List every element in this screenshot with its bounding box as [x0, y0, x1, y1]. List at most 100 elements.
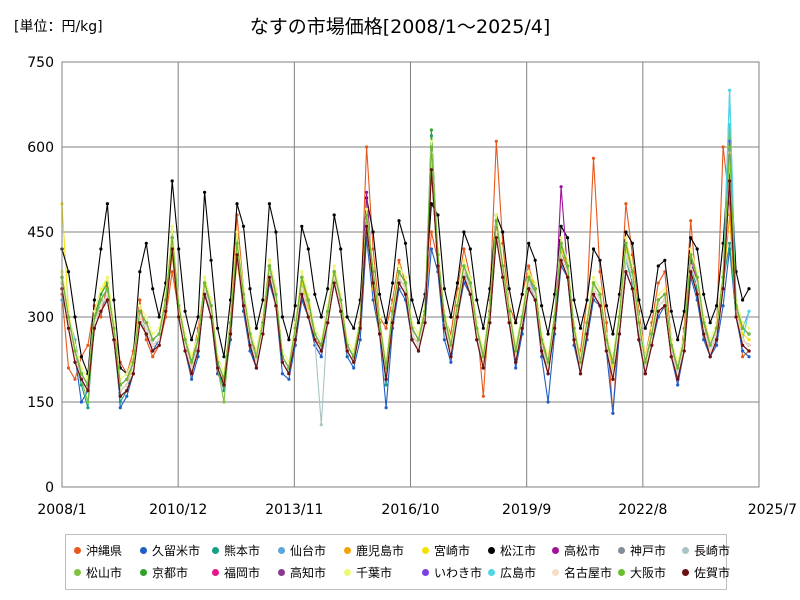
- data-point: [591, 281, 596, 285]
- x-tick-label: 2013/11: [265, 502, 323, 518]
- data-point: [332, 213, 336, 217]
- legend-label: 千葉市: [356, 566, 393, 580]
- data-point: [105, 275, 109, 279]
- data-point: [190, 360, 194, 364]
- data-point: [566, 236, 570, 240]
- data-point: [494, 236, 498, 240]
- data-point: [79, 383, 83, 387]
- data-point: [151, 349, 155, 353]
- data-point: [190, 377, 194, 381]
- data-point: [365, 224, 369, 228]
- legend-marker: [140, 569, 147, 576]
- data-point: [164, 309, 168, 313]
- data-point: [747, 343, 751, 347]
- legend-label: 高松市: [564, 544, 601, 558]
- data-point: [708, 349, 712, 353]
- data-point: [630, 241, 635, 245]
- data-point: [533, 281, 537, 285]
- data-point: [190, 355, 194, 359]
- data-point: [676, 383, 680, 387]
- y-tick-label: 600: [27, 140, 54, 156]
- data-point: [507, 321, 511, 325]
- legend-label: 鹿児島市: [356, 544, 405, 558]
- series-line: [61, 135, 750, 386]
- legend-label: 広島市: [500, 566, 537, 580]
- data-point: [533, 258, 537, 262]
- data-point: [747, 326, 751, 330]
- legend-marker: [552, 547, 559, 554]
- data-point: [702, 338, 706, 342]
- data-point: [352, 326, 356, 330]
- data-point: [656, 281, 660, 285]
- data-point: [527, 241, 531, 245]
- legend-label: 久留米市: [152, 544, 201, 558]
- data-point: [79, 377, 83, 381]
- data-point: [228, 332, 233, 336]
- legend-item: いわき市: [422, 564, 482, 582]
- data-point: [695, 247, 699, 251]
- data-point: [105, 202, 109, 206]
- data-point: [99, 287, 103, 291]
- data-point: [501, 230, 505, 234]
- legend-marker: [344, 569, 351, 576]
- legend-item: 福岡市: [212, 564, 260, 582]
- data-point: [540, 304, 544, 308]
- data-point: [177, 315, 181, 319]
- data-point: [144, 315, 148, 319]
- data-point: [280, 315, 284, 319]
- data-point: [598, 304, 602, 308]
- legend-marker: [74, 547, 81, 554]
- data-point: [391, 309, 395, 313]
- data-point: [319, 349, 323, 353]
- data-point: [715, 343, 719, 347]
- data-point: [339, 309, 343, 313]
- data-point: [741, 326, 745, 330]
- data-point: [66, 326, 71, 330]
- data-point: [339, 247, 343, 251]
- legend-marker: [552, 569, 559, 576]
- data-point: [566, 264, 570, 268]
- data-point: [501, 275, 505, 279]
- data-point: [429, 247, 433, 251]
- data-point: [66, 315, 71, 319]
- data-point: [151, 338, 155, 342]
- x-tick-label: 2016/10: [381, 502, 439, 518]
- data-point: [669, 355, 673, 359]
- data-point: [728, 213, 732, 217]
- data-point: [442, 338, 446, 342]
- data-point: [527, 275, 531, 279]
- data-point: [274, 230, 278, 234]
- legend-item: 高松市: [552, 542, 600, 560]
- data-point: [384, 383, 388, 387]
- data-point: [669, 309, 673, 313]
- data-point: [183, 309, 187, 313]
- data-point: [306, 292, 310, 296]
- data-point: [241, 304, 246, 308]
- data-point: [429, 128, 433, 132]
- legend-item: 久留米市: [140, 542, 200, 560]
- data-point: [650, 343, 654, 347]
- data-point: [254, 355, 258, 359]
- series-line: [61, 89, 750, 392]
- data-point: [553, 326, 557, 330]
- data-point: [468, 275, 472, 279]
- data-point: [429, 139, 433, 143]
- data-point: [313, 292, 317, 296]
- data-point: [384, 326, 388, 330]
- y-tick-label: 750: [27, 55, 54, 71]
- data-point: [721, 287, 725, 291]
- data-point: [293, 304, 297, 308]
- data-point: [209, 315, 213, 319]
- x-tick-label: 2008/1: [37, 502, 86, 518]
- data-point: [708, 321, 712, 325]
- data-point: [604, 321, 609, 325]
- y-tick-label: 300: [27, 310, 54, 326]
- data-point: [747, 287, 751, 291]
- data-point: [241, 224, 246, 228]
- data-point: [643, 326, 647, 330]
- series-line: [61, 146, 750, 386]
- data-point: [591, 247, 596, 251]
- data-point: [611, 360, 615, 364]
- legend-item: 広島市: [488, 564, 536, 582]
- data-point: [617, 315, 622, 319]
